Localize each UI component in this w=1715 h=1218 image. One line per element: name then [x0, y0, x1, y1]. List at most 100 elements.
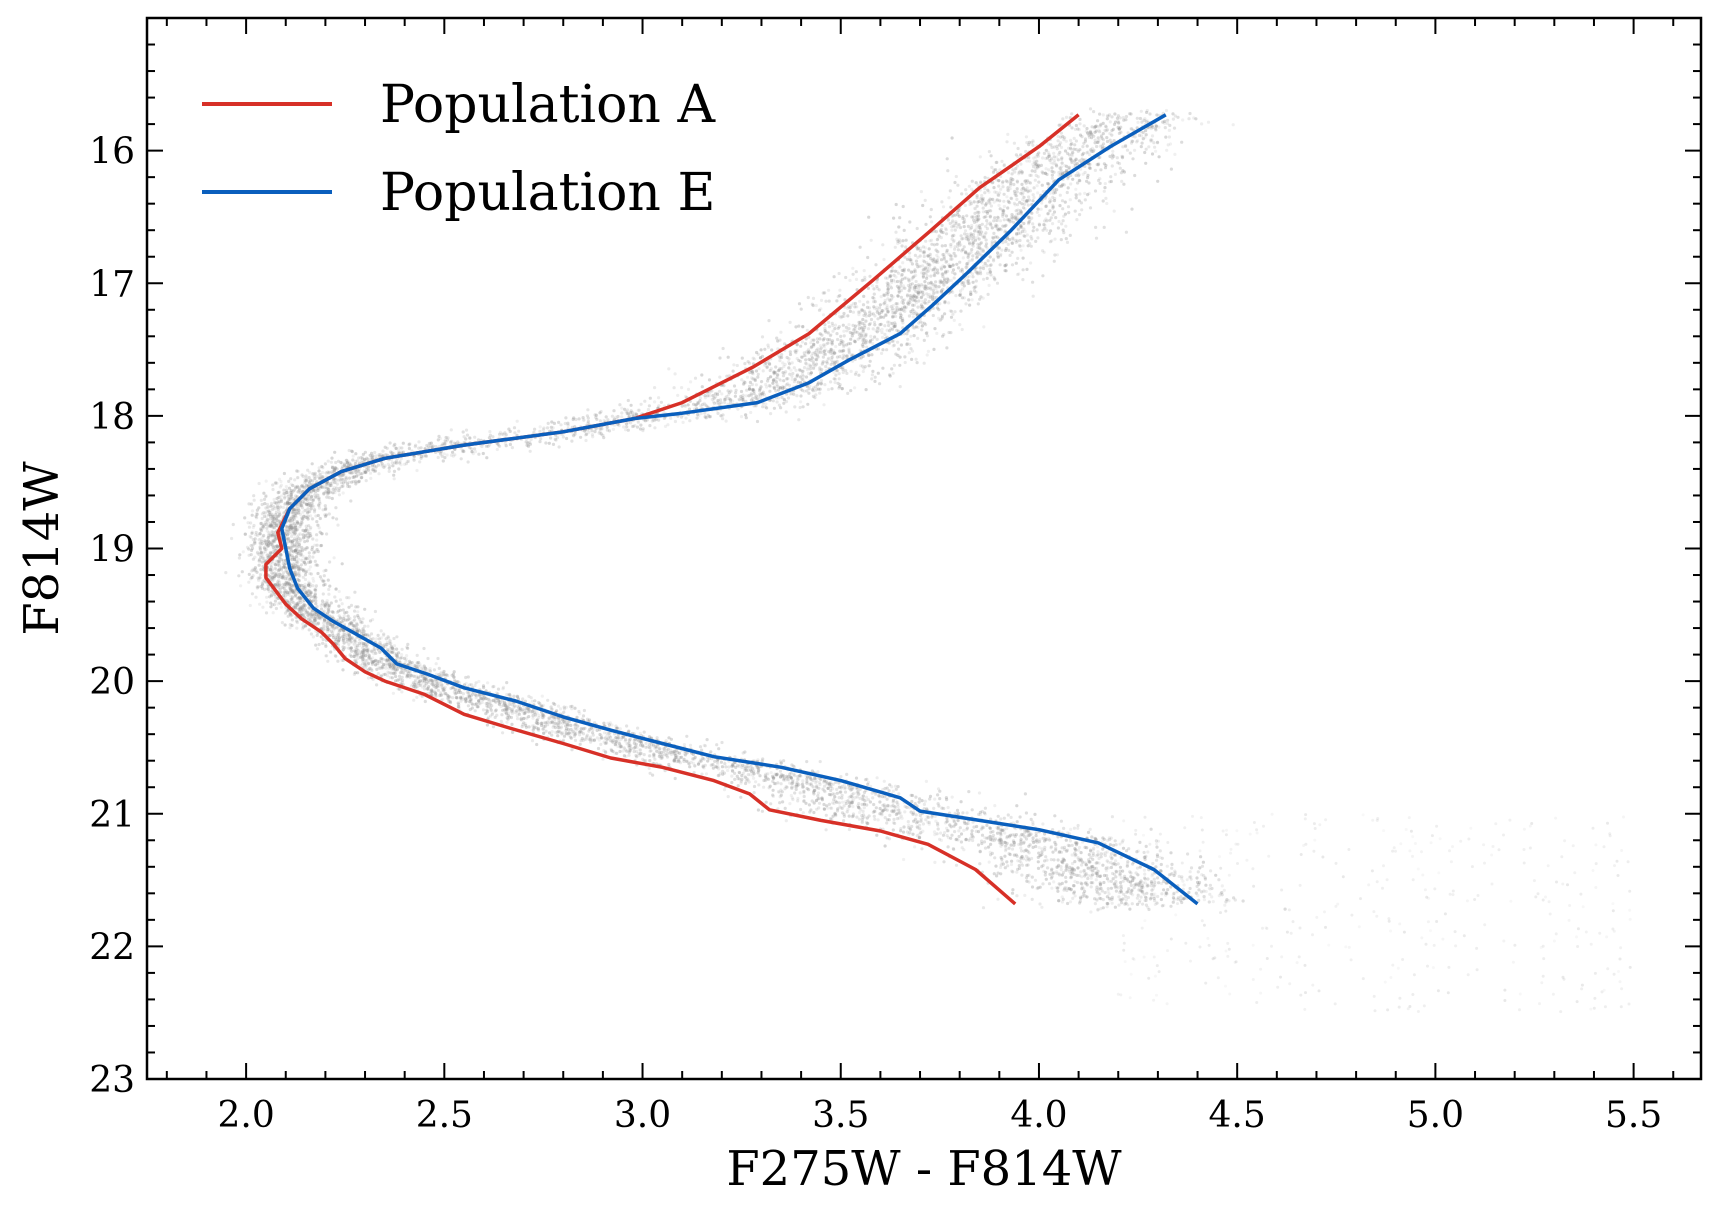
star-point: [381, 449, 385, 453]
star-point: [861, 317, 865, 322]
star-point: [772, 370, 776, 374]
star-point: [885, 797, 889, 801]
star-point: [1050, 239, 1054, 243]
star-point: [1115, 870, 1119, 874]
star-point: [1026, 239, 1030, 243]
star-point: [261, 525, 265, 529]
star-point: [482, 686, 486, 690]
star-point: [1075, 880, 1080, 885]
star-point: [981, 210, 986, 214]
star-point: [1012, 833, 1017, 837]
star-point: [871, 369, 875, 373]
star-point: [930, 268, 934, 272]
star-point: [842, 804, 846, 808]
star-point: [341, 608, 345, 612]
star-point: [306, 589, 310, 593]
star-point: [1072, 891, 1076, 895]
star-point: [570, 748, 574, 752]
star-point: [484, 701, 488, 706]
star-point: [925, 334, 930, 338]
star-point: [1068, 900, 1073, 904]
star-point: [903, 810, 907, 814]
star-point: [1037, 851, 1041, 855]
star-point: [428, 678, 432, 682]
star-point: [724, 419, 728, 423]
star-point: [1139, 109, 1143, 113]
star-point: [962, 848, 966, 852]
star-point: [900, 273, 904, 277]
star-point: [1026, 863, 1030, 867]
star-point: [1171, 112, 1175, 116]
star-point: [881, 335, 885, 339]
star-point: [635, 755, 639, 759]
star-point: [437, 673, 441, 677]
star-point: [312, 613, 316, 617]
star-point: [388, 665, 393, 669]
star-point: [922, 321, 927, 325]
star-point: [607, 429, 612, 433]
star-point: [535, 718, 539, 722]
star-point: [1224, 900, 1228, 904]
star-point: [1000, 857, 1004, 861]
star-point: [335, 482, 339, 486]
star-point: [788, 352, 793, 357]
star-point: [932, 273, 936, 277]
star-point: [827, 288, 831, 292]
star-point: [1197, 898, 1201, 903]
star-point: [326, 459, 330, 463]
star-point: [1118, 116, 1122, 120]
star-point: [872, 300, 876, 304]
star-point: [949, 309, 954, 313]
star-point: [1098, 177, 1102, 181]
star-point: [1137, 133, 1141, 137]
star-point: [296, 579, 301, 583]
star-point: [1053, 237, 1057, 241]
star-point: [693, 376, 698, 380]
star-point: [298, 568, 302, 572]
star-point: [1078, 117, 1082, 121]
star-point: [751, 771, 755, 775]
star-point: [984, 215, 988, 219]
star-point: [277, 601, 282, 605]
star-point: [793, 377, 797, 381]
star-point: [793, 378, 797, 382]
star-point: [1113, 905, 1117, 909]
star-point: [1006, 185, 1010, 189]
star-point: [992, 275, 996, 279]
star-point: [901, 268, 906, 273]
star-point: [756, 808, 761, 812]
star-point: [1140, 889, 1144, 894]
star-point: [887, 837, 892, 841]
star-point: [1147, 145, 1151, 149]
star-point: [523, 710, 527, 714]
star-point: [913, 253, 918, 257]
star-point: [332, 469, 336, 473]
star-point: [1123, 876, 1127, 881]
star-point: [836, 337, 840, 342]
star-point: [1015, 804, 1019, 808]
star-point: [519, 716, 524, 720]
star-point: [1081, 145, 1085, 149]
star-point: [1064, 237, 1068, 241]
star-point: [985, 222, 990, 226]
star-point: [356, 480, 360, 484]
star-point: [1066, 146, 1071, 150]
star-point: [391, 464, 395, 468]
star-point: [1168, 123, 1172, 127]
star-point: [958, 226, 963, 230]
star-point: [1124, 114, 1128, 119]
star-point: [1049, 161, 1053, 165]
star-point: [1149, 892, 1154, 897]
star-point: [1096, 178, 1101, 183]
star-point: [324, 490, 328, 494]
star-point: [278, 500, 282, 504]
star-point: [922, 260, 927, 264]
star-point: [688, 743, 693, 747]
star-point: [415, 695, 419, 700]
star-point: [983, 261, 987, 265]
star-point: [939, 265, 943, 269]
star-point: [309, 495, 313, 499]
star-point: [1058, 850, 1062, 855]
star-point: [923, 286, 927, 290]
star-point: [565, 436, 569, 441]
